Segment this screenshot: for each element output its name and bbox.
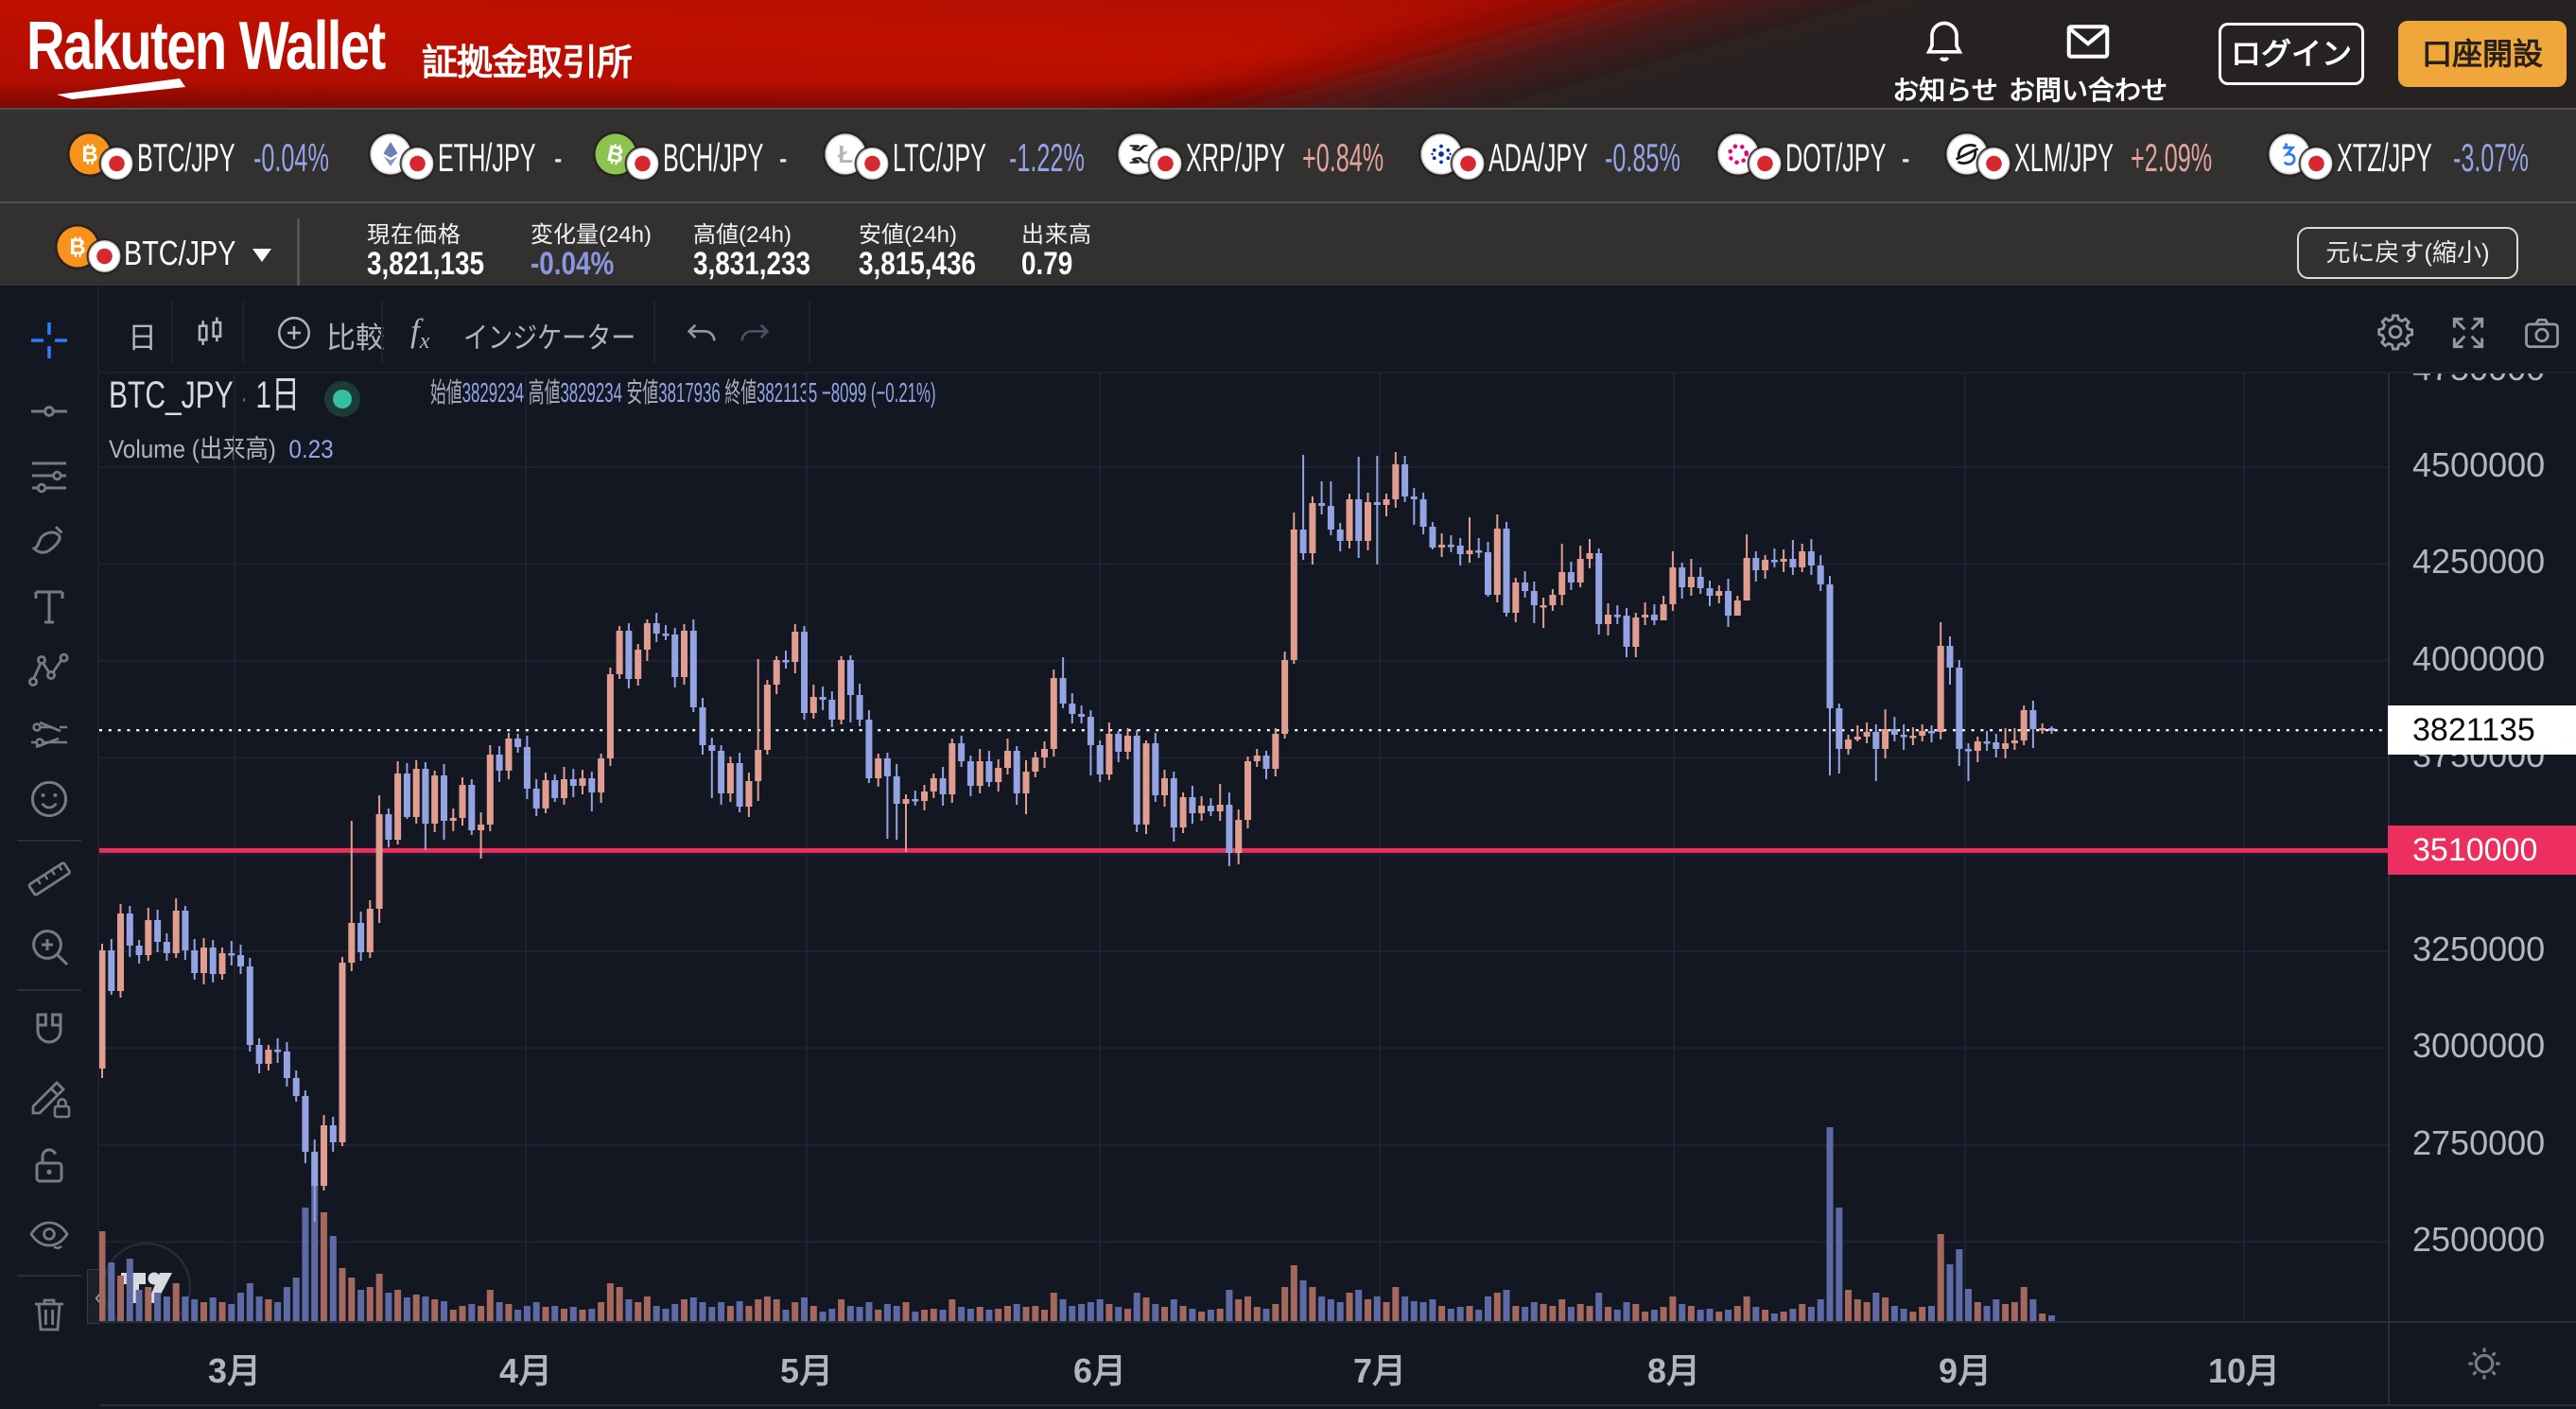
svg-text:B: B: [604, 141, 626, 169]
svg-text:B: B: [81, 142, 97, 167]
svg-text:B: B: [69, 235, 85, 260]
svg-text:Ł: Ł: [838, 140, 853, 168]
